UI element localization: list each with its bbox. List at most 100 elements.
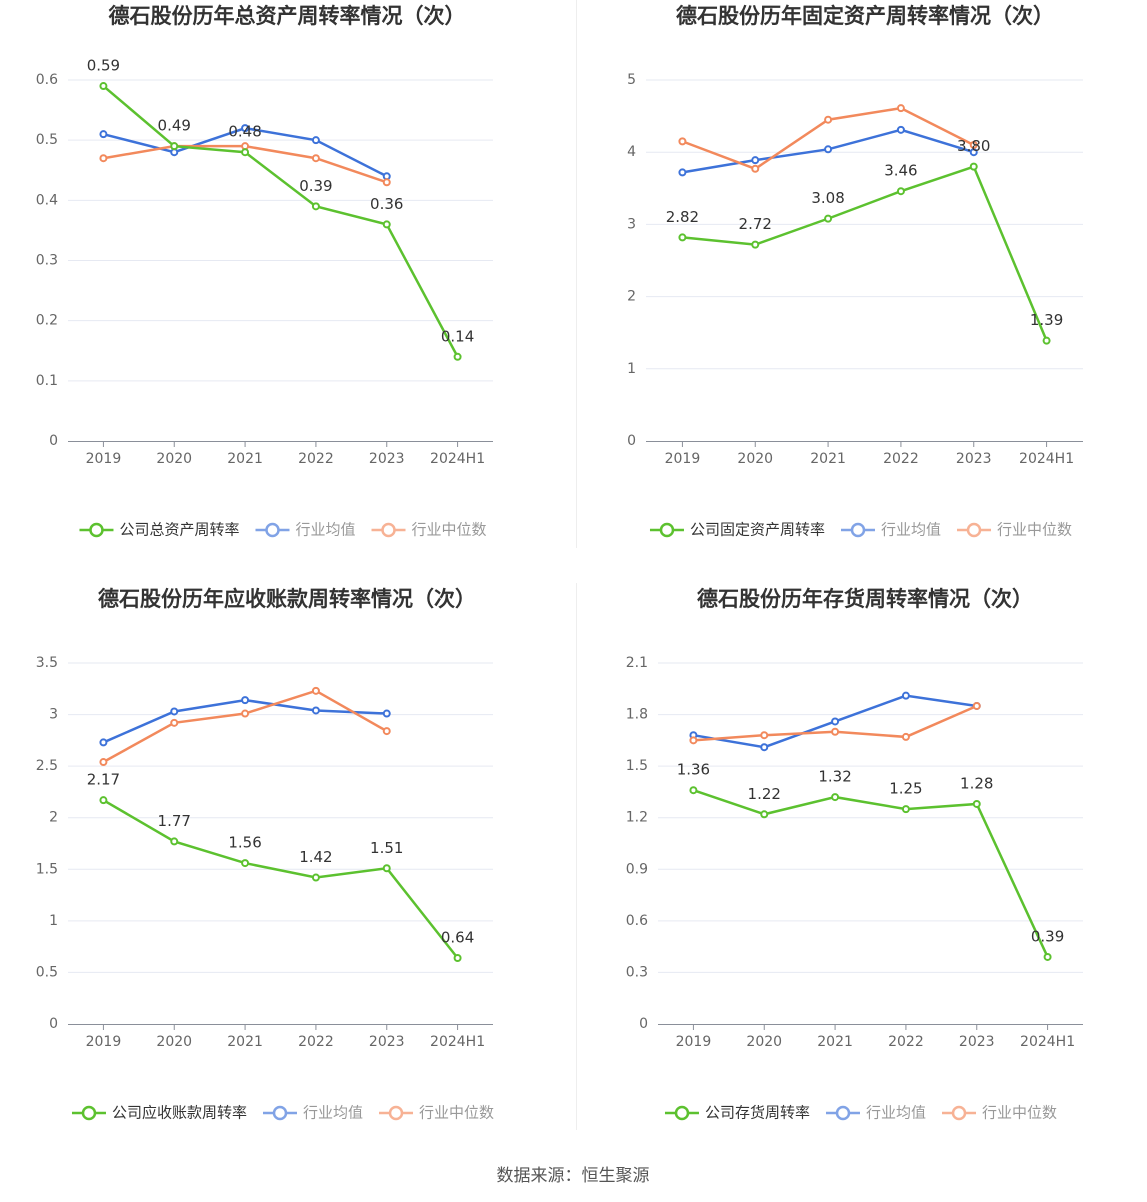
legend-label: 行业均值 — [866, 1104, 926, 1122]
data-label: 2.72 — [739, 215, 772, 233]
data-label: 0.39 — [299, 177, 332, 195]
y-tick-label: 0.6 — [626, 913, 648, 929]
legend-marker — [951, 1105, 967, 1121]
chart-title: 德石股份历年总资产周转率情况（次） — [109, 4, 466, 28]
point — [896, 125, 905, 134]
y-tick-label: 0.6 — [36, 72, 58, 88]
x-tick-label: 2023 — [369, 451, 405, 467]
data-label: 0.36 — [370, 195, 403, 213]
point — [972, 701, 981, 710]
point — [382, 727, 391, 736]
point — [751, 156, 760, 165]
y-tick-label: 1.2 — [626, 810, 648, 826]
point — [382, 864, 391, 873]
y-tick-label: 1 — [627, 361, 636, 377]
legend-label: 行业中位数 — [997, 521, 1072, 539]
point — [689, 786, 698, 795]
point — [453, 953, 462, 962]
legend-marker — [89, 522, 104, 538]
point — [99, 758, 108, 767]
x-tick-label: 2022 — [298, 451, 334, 467]
x-tick-label: 2019 — [676, 1034, 712, 1050]
legend-marker — [388, 1105, 404, 1121]
data-label: 0.48 — [228, 123, 261, 141]
point — [99, 154, 108, 163]
legend-marker — [850, 522, 866, 538]
x-tick-label: 2019 — [86, 451, 122, 467]
x-tick-label: 2024H1 — [1020, 1034, 1075, 1050]
y-tick-label: 0.5 — [36, 964, 58, 980]
y-tick-label: 0.9 — [626, 861, 648, 877]
point — [969, 140, 978, 149]
chart-title: 德石股份历年应收账款周转率情况（次） — [98, 587, 476, 611]
data-label: 2.17 — [87, 771, 120, 789]
x-tick-label: 2023 — [959, 1034, 995, 1050]
point — [241, 859, 250, 868]
x-tick-label: 2021 — [810, 451, 846, 467]
legend: 公司总资产周转率 行业均值 行业中位数 — [79, 521, 487, 539]
point — [170, 837, 179, 846]
point — [831, 717, 840, 726]
point — [170, 142, 179, 151]
x-tick-label: 2020 — [156, 451, 192, 467]
data-label: 1.51 — [370, 839, 403, 857]
point — [311, 686, 320, 695]
x-tick-label: 2020 — [156, 1034, 192, 1050]
x-tick-label: 2024H1 — [430, 1034, 485, 1050]
point — [678, 233, 687, 242]
legend-marker — [835, 1105, 851, 1121]
point — [1042, 336, 1051, 345]
point — [311, 154, 320, 163]
data-label: 1.28 — [960, 774, 993, 792]
point — [760, 731, 769, 740]
point — [969, 162, 978, 171]
y-tick-label: 2 — [49, 810, 58, 826]
y-tick-label: 1.5 — [626, 758, 648, 774]
point — [901, 805, 910, 814]
legend: 公司存货周转率 行业均值 行业中位数 — [664, 1104, 1057, 1122]
legend-label: 行业均值 — [881, 521, 941, 539]
legend: 公司固定资产周转率 行业均值 行业中位数 — [649, 521, 1072, 539]
point — [170, 718, 179, 727]
y-tick-label: 5 — [627, 72, 636, 88]
data-label: 3.46 — [884, 162, 917, 180]
point — [311, 136, 320, 145]
point — [751, 164, 760, 173]
y-tick-label: 0 — [49, 433, 58, 449]
point — [760, 810, 769, 819]
y-tick-label: 4 — [627, 144, 636, 160]
x-tick-label: 2022 — [888, 1034, 924, 1050]
data-label: 1.36 — [677, 761, 710, 779]
point — [1043, 952, 1052, 961]
point — [241, 709, 250, 718]
point — [382, 220, 391, 229]
x-tick-label: 2020 — [746, 1034, 782, 1050]
x-tick-label: 2020 — [737, 451, 773, 467]
legend-marker — [966, 522, 982, 538]
x-tick-label: 2021 — [817, 1034, 853, 1050]
point — [678, 168, 687, 177]
series-line — [102, 799, 459, 959]
legend-label: 公司总资产周转率 — [119, 521, 239, 539]
data-label: 0.49 — [158, 117, 191, 135]
x-tick-label: 2019 — [86, 1034, 122, 1050]
legend-label: 公司应收账款周转率 — [112, 1104, 247, 1122]
point — [751, 240, 760, 249]
point — [170, 707, 179, 716]
x-tick-label: 2023 — [956, 451, 992, 467]
point — [99, 82, 108, 91]
point — [689, 736, 698, 745]
point — [760, 743, 769, 752]
legend-marker — [381, 522, 396, 538]
x-tick-label: 2023 — [369, 1034, 405, 1050]
legend-label: 行业均值 — [295, 521, 355, 539]
y-tick-label: 0 — [627, 433, 636, 449]
data-label: 1.77 — [158, 812, 191, 830]
y-tick-label: 0.5 — [36, 132, 58, 148]
legend-marker — [265, 522, 280, 538]
y-tick-label: 0 — [639, 1016, 648, 1032]
point — [382, 709, 391, 718]
point — [241, 696, 250, 705]
y-tick-label: 3.5 — [36, 655, 58, 671]
